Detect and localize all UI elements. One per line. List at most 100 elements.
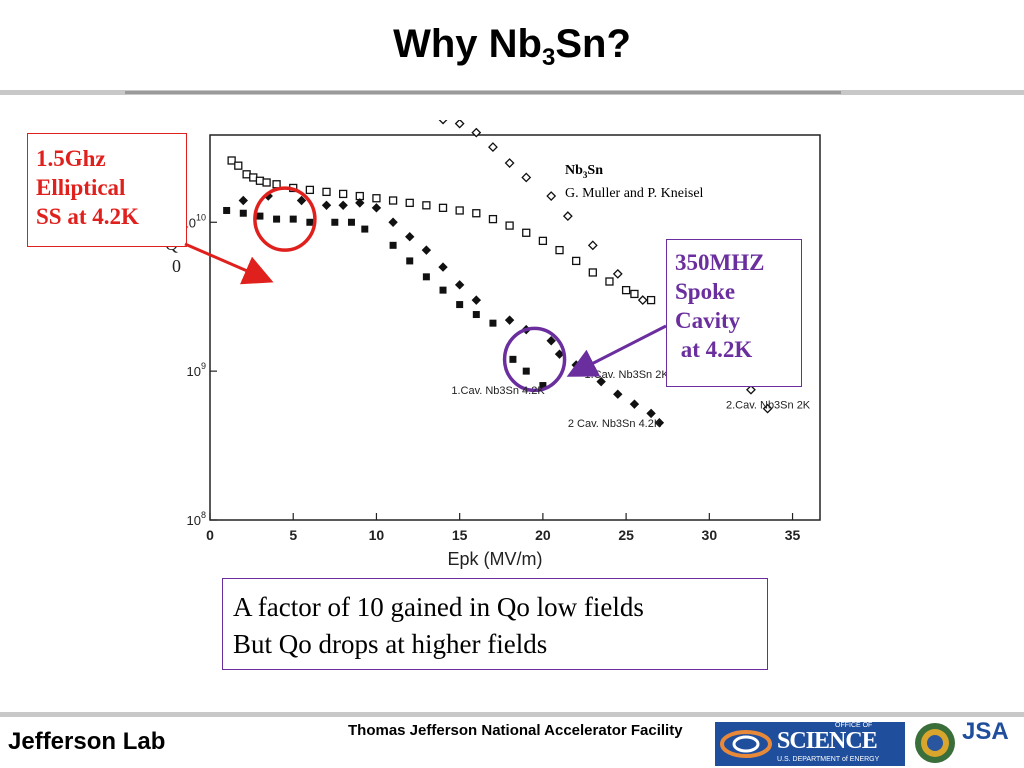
data-point-filled-diamond [238,195,248,206]
spoke-cavity-callout: 350MHZ Spoke Cavity at 4.2K [666,239,802,387]
callout-line: Elliptical [36,175,126,200]
data-point-open-diamond [612,268,623,279]
summary-note: A factor of 10 gained in Qo low fields B… [222,578,768,670]
title-tail: Sn? [555,22,631,66]
data-point-open-square [234,161,243,170]
data-point-open-diamond [521,172,532,183]
x-tick-label: 25 [618,527,634,543]
data-point-open-square [605,277,614,286]
data-point-open-diamond [504,158,515,168]
data-point-filled-diamond [338,200,348,211]
data-point-filled-diamond [504,315,515,325]
data-point-filled-diamond [296,195,307,206]
data-point-filled-diamond [546,336,556,346]
data-point-open-square [262,178,271,187]
data-point-open-diamond [762,403,773,414]
data-point-open-square [555,245,564,255]
x-tick-label: 35 [785,527,801,543]
note-line: But Qo drops at higher fields [233,629,548,659]
data-point-filled-diamond [371,203,382,213]
x-tick-label: 15 [452,527,468,543]
data-point-open-square [455,206,464,215]
data-point-filled-square [489,319,497,327]
data-point-open-diamond [471,127,482,138]
data-point-filled-square [256,212,264,220]
callout-line: at 4.2K [675,337,753,362]
slide-title: Why Nb3Sn? [0,22,1024,72]
jefferson-lab-logo: Jefferson Lab [8,728,166,755]
data-point-open-diamond [562,211,573,222]
data-point-open-diamond [637,295,648,306]
data-point-open-square [538,236,548,246]
doe-seal-icon [915,723,955,763]
jsa-wordmark: JSA [962,718,1009,745]
facility-name: Thomas Jefferson National Accelerator Fa… [348,722,683,739]
elliptical-cavity-callout: 1.5Ghz Elliptical SS at 4.2K [27,133,187,247]
data-point-open-square [322,187,331,197]
data-point-open-square [572,256,581,266]
data-point-open-square [372,194,381,203]
data-point-open-diamond [746,384,756,395]
callout-line: Cavity [675,308,741,333]
data-point-filled-square [347,218,355,226]
science-swirl-icon [720,730,772,758]
x-axis-label: Epk (MV/m) [447,549,542,569]
series-annotation: 2.Cav. Nb3Sn 2K [726,400,811,412]
data-point-open-square [438,203,448,212]
y-tick-label: 109 [187,361,206,379]
data-point-filled-diamond [388,217,398,227]
data-point-filled-square [539,382,547,390]
legend-title: Nb3Sn [565,163,603,180]
data-point-open-square [242,170,251,179]
plot-frame [209,134,821,521]
data-point-filled-diamond [613,389,623,399]
data-point-filled-square [361,225,369,233]
office-of-label: OFFICE OF [835,722,873,729]
data-point-open-square [472,209,481,218]
highlight-circle [502,326,567,393]
data-point-filled-square [273,215,281,223]
data-point-open-square [388,196,398,205]
data-point-open-square [227,156,236,165]
data-point-filled-diamond [646,408,656,419]
callout-line: 350MHZ [675,250,765,275]
data-point-filled-diamond [454,280,465,290]
x-tick-label: 0 [206,527,214,543]
data-point-open-square [522,228,531,237]
data-point-open-square [405,198,414,208]
legend-authors: G. Muller and P. Kneisel [565,186,704,201]
data-point-open-square [249,173,258,182]
title-subscript: 3 [541,44,556,71]
doe-label: U.S. DEPARTMENT of ENERGY [777,756,880,763]
data-point-filled-square [239,209,247,217]
science-wordmark: SCIENCE [777,728,878,754]
header-divider-accent [125,91,841,94]
data-point-filled-square [439,286,447,294]
title-main: Why Nb [393,22,542,66]
data-point-filled-diamond [471,295,482,305]
data-point-filled-square [331,218,339,226]
x-tick-label: 5 [289,527,297,543]
data-point-filled-diamond [321,200,332,211]
data-point-filled-square [509,355,517,363]
data-point-filled-diamond [421,245,432,255]
data-point-filled-diamond [405,231,415,242]
data-point-open-square [505,221,514,230]
series-annotation: 1.Cav. Nb3Sn 4.2K [451,385,545,397]
data-point-filled-square [223,206,231,214]
series-annotation: 1.Cav. Nb3Sn 2K [584,369,669,381]
data-point-open-square [422,201,431,210]
data-point-open-diamond [546,191,557,201]
note-line: A factor of 10 gained in Qo low fields [233,592,644,622]
callout-line: 1.5Ghz [36,146,106,171]
footer-divider [0,712,1024,717]
jsa-logo: JSA [962,718,1009,746]
y-tick-label: 108 [187,510,206,528]
data-point-open-square [272,180,281,189]
data-point-filled-diamond [654,418,665,428]
data-point-filled-diamond [355,198,365,208]
data-point-filled-square [456,301,464,309]
callout-line: SS at 4.2K [36,204,139,229]
series-annotation: 2 Cav. Nb3Sn 4.2K [568,418,662,430]
data-point-filled-square [472,311,480,319]
